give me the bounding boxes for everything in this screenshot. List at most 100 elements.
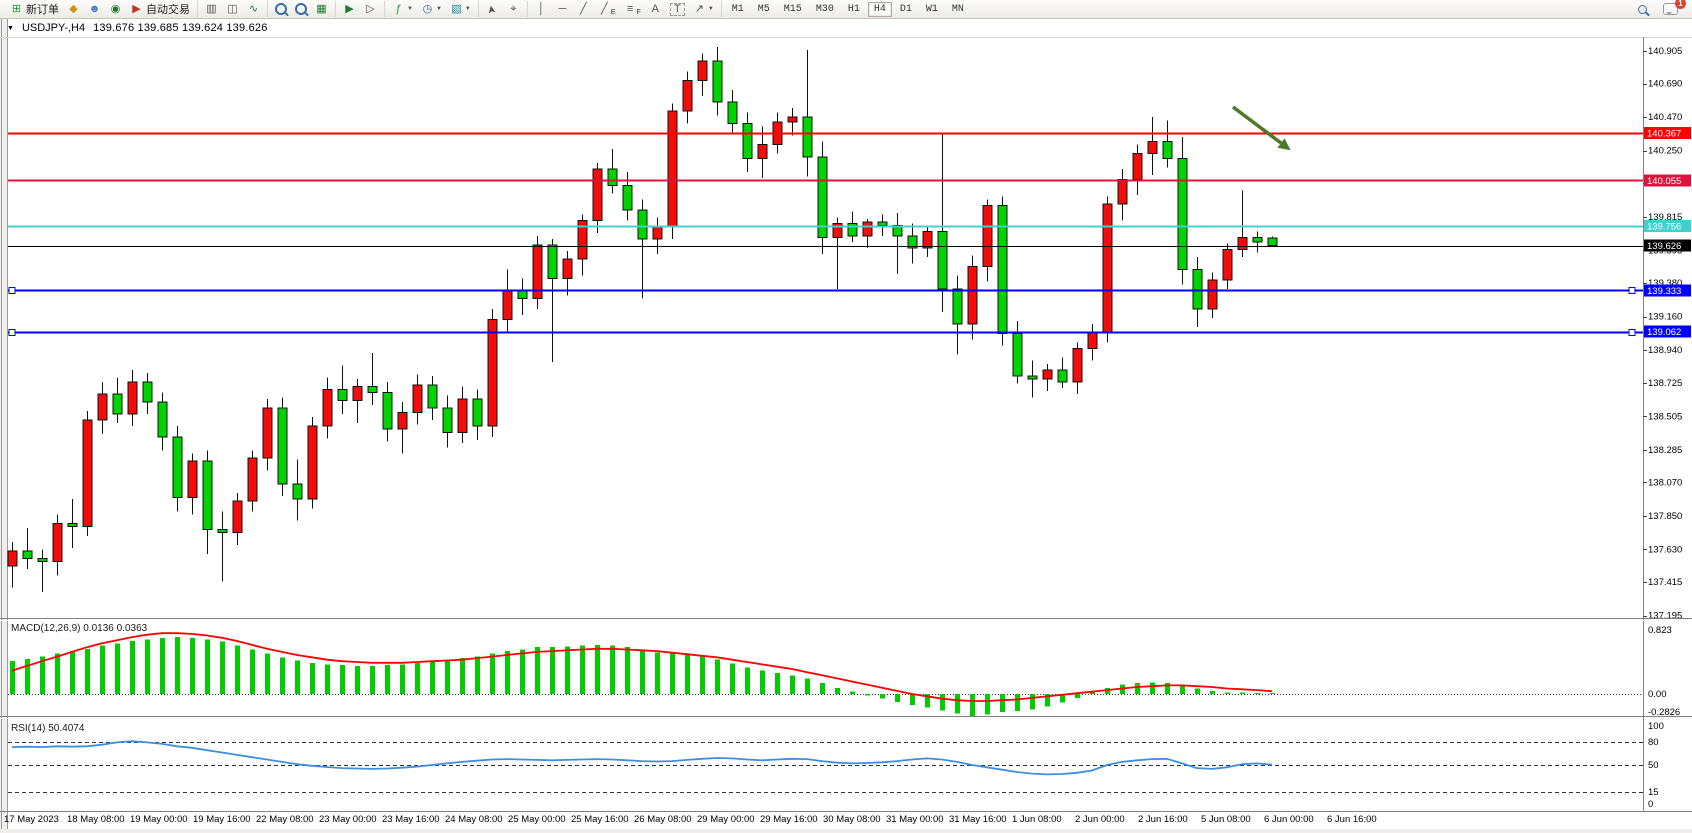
arrow-tool-icon: ↗ [694,2,704,15]
timeframe-M30[interactable]: M30 [810,2,840,17]
svg-text:140.055: 140.055 [1647,176,1681,187]
text-label-tool-button[interactable]: T [667,2,688,17]
horizontal-line-tool-button[interactable]: ─ [553,2,572,17]
candle [382,382,393,442]
svg-text:139.380: 139.380 [1648,278,1682,289]
candle [52,514,63,576]
rsi-panel: RSI(14) 50.4074 100 80 50 150 [8,718,1664,811]
rsi-line [11,740,1273,776]
candle [1267,236,1278,247]
chart-shift-icon: ▷ [366,2,375,15]
candle [1057,357,1068,389]
candle [367,353,378,405]
window-frame [0,18,1692,833]
price-tag-139.756: 139.756 [1644,219,1691,232]
macd-panel: MACD(12,26,9) 0.0136 0.0363 0.823 0.00 -0.2… [8,623,1680,718]
time-label: 5 Jun 08:00 [1201,814,1251,825]
auto-scroll-button[interactable]: ▶ [340,2,359,17]
time-label: 23 May 16:00 [382,814,440,825]
candle [397,401,408,454]
time-label: 17 May 2023 [4,814,59,825]
trendline-tool-button[interactable]: ╱ [574,2,593,17]
svg-text:140.905: 140.905 [1648,46,1682,57]
timeframe-D1[interactable]: D1 [894,2,918,17]
ink-bucket-button[interactable]: ◆ [64,2,83,17]
text-tool-button[interactable]: A [646,2,665,17]
vertical-line-icon: │ [537,2,545,15]
clock-icon: ◷ [422,2,433,15]
chart-title-bar: ▼ USDJPY-,H4 139.676 139.685 139.624 139… [0,20,268,36]
line-chart-button[interactable]: ∿ [244,2,263,17]
channel-tool-button[interactable]: ╱ E [595,2,619,17]
autotrade-button[interactable]: ▶ 自动交易 [127,2,193,17]
timeframe-M1[interactable]: M1 [726,2,750,17]
bar-chart-button[interactable]: ▥ [202,2,221,17]
macd-label: MACD(12,26,9) 0.0136 0.0363 [11,623,148,634]
candle [82,410,93,536]
price-tag-140.367: 140.367 [1644,126,1691,139]
time-label: 19 May 16:00 [193,814,251,825]
svg-text:80: 80 [1648,737,1659,748]
zoom-in-icon [275,3,287,15]
periods-button[interactable]: ◷ ▼ [418,2,445,17]
time-label: 23 May 00:00 [319,814,377,825]
fibonacci-tool-button[interactable]: ≡ F [621,2,644,17]
svg-text:100: 100 [1648,721,1664,732]
timeframe-H1[interactable]: H1 [842,2,866,17]
vertical-line-tool-button[interactable]: │ [532,2,551,17]
svg-text:-0.2826: -0.2826 [1648,707,1680,718]
timeframe-MN[interactable]: MN [946,2,970,17]
indicators-icon: ƒ [395,2,402,15]
templates-button[interactable]: ▧ ▼ [447,2,474,17]
candle [1147,117,1158,176]
price-tag-139.333: 139.333 [1644,284,1691,297]
zoom-in-button[interactable] [272,2,290,17]
price-axis[interactable]: 140.905140.690140.470140.250140.035139.8… [1643,37,1691,811]
indicators-button[interactable]: ƒ ▼ [389,2,416,17]
candle [547,238,558,363]
candle [1102,196,1113,343]
timeframe-M5[interactable]: M5 [752,2,776,17]
horizontal-line-139.333[interactable] [8,287,1643,294]
trend-arrow-annotation[interactable] [1231,105,1291,151]
time-label: 24 May 08:00 [445,814,503,825]
cursor-tool-button[interactable]: ➤ [483,2,502,17]
time-axis[interactable]: 17 May 2023 18 May 08:00 19 May 00:00 19 Ma… [0,811,1692,826]
chevron-down-icon: ▼ [435,6,442,12]
timeframe-M15[interactable]: M15 [778,2,808,17]
window-menu-icon[interactable]: ▼ [7,24,14,32]
arrows-tool-button[interactable]: ↗ ▼ [690,2,717,17]
trendline-icon: ╱ [580,2,587,15]
new-order-icon: ⊞ [11,2,22,15]
profiles-button[interactable]: ☻ [85,2,104,17]
svg-text:138.285: 138.285 [1648,445,1682,456]
zoom-out-button[interactable] [292,2,310,17]
search-button[interactable] [1635,2,1650,17]
timeframe-W1[interactable]: W1 [920,2,944,17]
new-order-button[interactable]: ⊞ 新订单 [7,2,62,17]
horizontal-line-139.062[interactable] [8,329,1643,336]
candle [97,382,108,434]
candle [67,499,78,548]
candles-layer [7,47,1278,593]
notifications-button[interactable]: 1 [1660,0,1686,17]
candle [757,126,768,179]
crosshair-tool-button[interactable]: ⌖ [504,2,523,17]
horizontal-line-icon: ─ [558,2,567,15]
tile-windows-icon: ▦ [316,2,327,15]
time-label: 1 Jun 08:00 [1012,814,1062,825]
candle [262,398,273,471]
candle [592,162,603,233]
candlestick-chart-button[interactable]: ◫ [223,2,242,17]
candle [727,89,738,134]
candle [892,213,903,274]
candle [142,372,153,414]
macd-signal-line [11,632,1273,702]
signals-button[interactable]: ◉ [106,2,125,17]
svg-text:139.815: 139.815 [1648,212,1682,223]
tile-windows-button[interactable]: ▦ [312,2,331,17]
timeframe-H4[interactable]: H4 [867,1,892,17]
candle [307,417,318,509]
chart-shift-button[interactable]: ▷ [361,2,380,17]
